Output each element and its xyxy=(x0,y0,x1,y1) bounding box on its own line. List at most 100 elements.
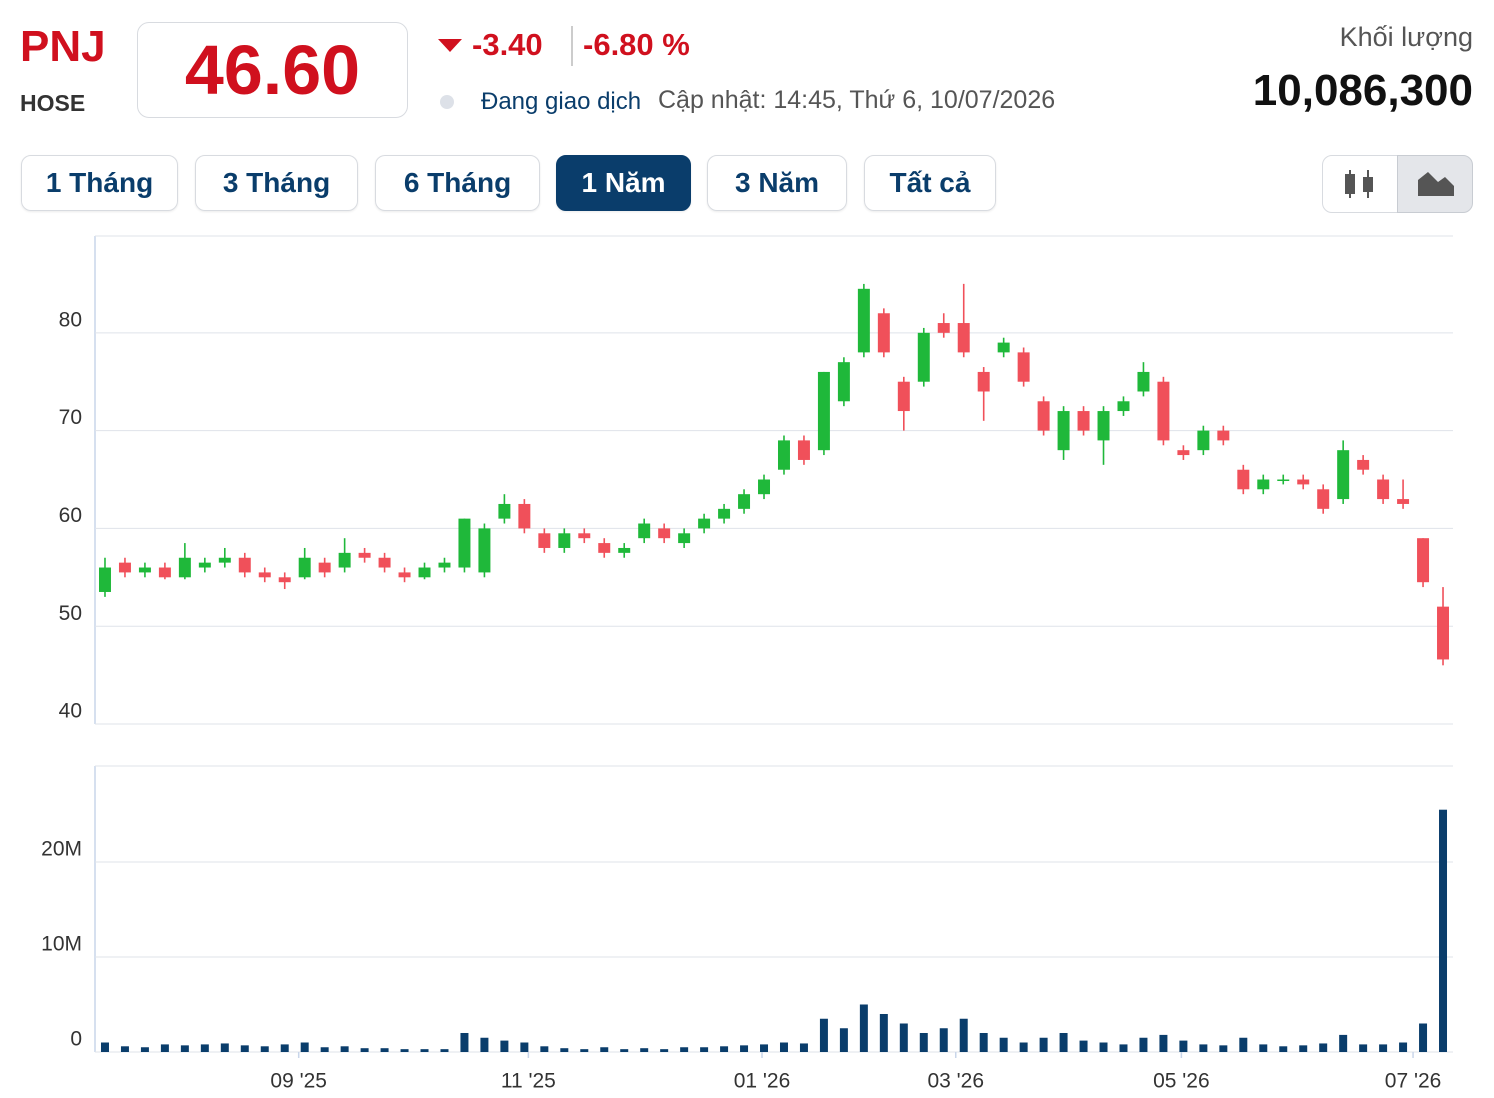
volume-bar xyxy=(1319,1043,1328,1052)
tab[interactable]: 3 Tháng xyxy=(195,155,358,211)
volume-bar xyxy=(1279,1046,1288,1052)
volume-bar xyxy=(140,1047,149,1052)
tab[interactable]: 6 Tháng xyxy=(375,155,540,211)
candle-body xyxy=(178,557,191,578)
volume-bar xyxy=(700,1047,709,1052)
volume-bar xyxy=(160,1044,169,1052)
volume-bar xyxy=(720,1046,729,1052)
candle-body xyxy=(378,557,391,568)
status: Đang giao dịch xyxy=(481,88,642,115)
area-icon xyxy=(1418,172,1454,196)
volume-bar xyxy=(460,1032,469,1052)
volume-bar xyxy=(959,1018,968,1052)
tab[interactable]: 3 Năm xyxy=(707,155,847,211)
candle-body xyxy=(877,313,890,353)
volume-bar xyxy=(560,1048,569,1052)
candle-body xyxy=(1057,411,1070,451)
tab[interactable]: Tất cả xyxy=(864,155,996,211)
volume-bar xyxy=(1099,1042,1108,1052)
x-tick-label: 03 '26 xyxy=(927,1070,984,1093)
volume-bar xyxy=(1379,1044,1388,1052)
candle-body xyxy=(817,371,830,451)
x-tick-label: 09 '25 xyxy=(270,1070,327,1093)
volume-bar xyxy=(1219,1045,1228,1052)
candle-body xyxy=(1277,479,1290,482)
y-tick-label: 50 xyxy=(59,602,82,625)
candle-body xyxy=(997,342,1010,353)
volume-bar xyxy=(120,1046,129,1052)
candle-body xyxy=(1017,352,1030,382)
y-tick-label: 20M xyxy=(41,838,82,861)
candle-body xyxy=(98,567,111,592)
candle-body xyxy=(478,528,491,573)
candle-body xyxy=(797,440,810,460)
volume-bar xyxy=(440,1049,449,1052)
volume-bar xyxy=(1139,1037,1148,1052)
volume-bar xyxy=(640,1048,649,1052)
candle-body xyxy=(1217,430,1230,441)
volume-bar xyxy=(480,1037,489,1052)
candle-body xyxy=(198,562,211,568)
volume-bar xyxy=(1039,1037,1048,1052)
volume-bar xyxy=(740,1045,749,1052)
y-tick-label: 40 xyxy=(59,700,82,723)
candle-body xyxy=(418,567,431,578)
volume-bar xyxy=(919,1032,928,1052)
volume-bar xyxy=(600,1047,609,1052)
volume-bar xyxy=(100,1042,109,1052)
y-tick-label: 80 xyxy=(59,308,82,331)
candle-body xyxy=(578,533,591,539)
candle-body xyxy=(338,552,351,568)
volume-bar xyxy=(500,1040,509,1052)
exchange: HOSE xyxy=(20,90,86,116)
volume-bar xyxy=(320,1047,329,1052)
candle-body xyxy=(1317,489,1330,509)
candle-body xyxy=(318,562,331,573)
candle-body xyxy=(658,528,671,539)
volume-bar xyxy=(999,1037,1008,1052)
candle-body xyxy=(678,533,691,544)
volume-bar xyxy=(300,1042,309,1052)
volume-bar xyxy=(1259,1044,1268,1052)
candle-body xyxy=(1077,411,1090,431)
volume: 10,086,300 xyxy=(1252,66,1473,115)
candle-body xyxy=(1137,371,1150,392)
volume-bar xyxy=(1119,1044,1128,1052)
candle-body xyxy=(558,533,571,548)
candle-body xyxy=(917,332,930,382)
tab[interactable]: 1 Tháng xyxy=(21,155,178,211)
volume-bar xyxy=(420,1049,429,1052)
candle-body xyxy=(758,479,771,495)
volume-bar xyxy=(1439,809,1448,1052)
candle-icon xyxy=(1345,170,1373,198)
price: 46.60 xyxy=(137,22,408,118)
candle-body xyxy=(1257,479,1270,490)
y-tick-label: 70 xyxy=(59,406,82,429)
volume-bar xyxy=(580,1049,589,1052)
volume-bar xyxy=(260,1046,269,1052)
volume-bar xyxy=(380,1048,389,1052)
area-button[interactable] xyxy=(1397,155,1473,213)
candle-body xyxy=(618,547,631,553)
candle-body xyxy=(1157,381,1170,441)
candle-body xyxy=(438,562,451,568)
candle-body xyxy=(698,518,711,529)
candle-body xyxy=(1197,430,1210,451)
candle-body xyxy=(358,552,371,558)
candle-body xyxy=(498,503,511,519)
volume-bar xyxy=(1299,1045,1308,1052)
volume-bar xyxy=(799,1043,808,1052)
candle-body xyxy=(638,523,651,539)
volume-bar xyxy=(839,1028,848,1052)
volume-bar xyxy=(1399,1042,1408,1052)
candle-body xyxy=(977,371,990,392)
volume-bar xyxy=(1359,1044,1368,1052)
candle-body xyxy=(538,533,551,548)
y-tick-label: 10M xyxy=(41,933,82,956)
volume-bar xyxy=(1339,1034,1348,1052)
candle-body xyxy=(218,557,231,563)
candle-body xyxy=(258,572,271,578)
tab-active[interactable]: 1 Năm xyxy=(556,155,691,211)
candle-body xyxy=(837,362,850,402)
